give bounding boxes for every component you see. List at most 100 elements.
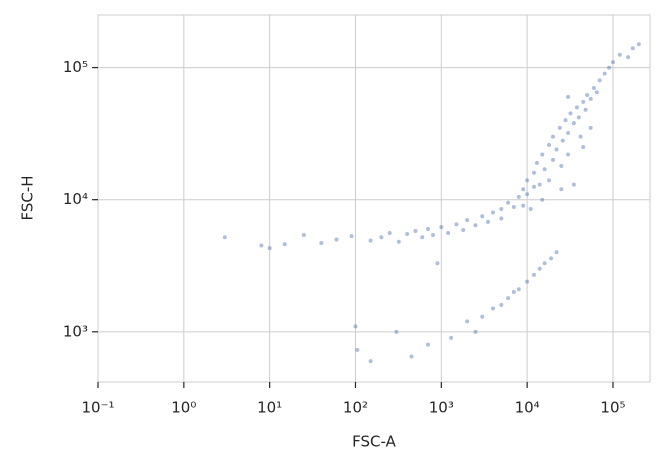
- point: [610, 60, 615, 65]
- point: [511, 290, 516, 295]
- point: [525, 192, 530, 197]
- point: [531, 170, 536, 175]
- point: [465, 319, 470, 324]
- point: [413, 228, 418, 233]
- point: [554, 250, 559, 255]
- point: [446, 230, 451, 235]
- point: [426, 227, 431, 232]
- x-tick-label: 10²: [343, 399, 368, 417]
- point: [511, 205, 516, 210]
- point: [571, 121, 576, 126]
- point: [554, 147, 559, 152]
- point: [549, 256, 554, 261]
- y-tick-label: 10⁵: [63, 58, 88, 76]
- point: [568, 111, 573, 116]
- point: [405, 231, 410, 236]
- point: [547, 178, 552, 183]
- point: [559, 163, 564, 168]
- point: [379, 235, 384, 240]
- point: [516, 194, 521, 199]
- x-tick-label: 10⁵: [600, 399, 625, 417]
- point: [499, 216, 504, 221]
- point: [597, 78, 602, 83]
- point: [566, 94, 571, 99]
- point: [531, 184, 536, 189]
- point: [355, 347, 360, 352]
- point: [319, 241, 324, 246]
- point: [542, 167, 547, 172]
- point: [547, 142, 552, 147]
- point: [439, 225, 444, 230]
- point: [588, 96, 593, 101]
- point: [525, 279, 530, 284]
- point: [559, 187, 564, 192]
- point: [506, 200, 511, 205]
- point: [528, 207, 533, 212]
- point: [490, 306, 495, 311]
- point: [588, 125, 593, 130]
- point: [578, 134, 583, 139]
- point: [499, 207, 504, 212]
- point: [516, 287, 521, 292]
- x-tick-label: 10¹: [257, 399, 282, 417]
- y-axis-label: FSC-H: [19, 175, 37, 220]
- point: [571, 182, 576, 187]
- point: [426, 342, 431, 347]
- point: [581, 99, 586, 104]
- plot-area: [98, 15, 650, 382]
- point: [368, 238, 373, 243]
- point: [334, 237, 339, 242]
- y-tick-label: 10⁴: [63, 190, 88, 208]
- point: [454, 222, 459, 227]
- point: [282, 242, 287, 247]
- point: [486, 219, 491, 224]
- point: [480, 314, 485, 319]
- point: [585, 93, 590, 98]
- point: [540, 152, 545, 157]
- point: [617, 52, 622, 57]
- point: [607, 65, 612, 70]
- point: [566, 152, 571, 157]
- point: [563, 118, 568, 123]
- plot-frame: [97, 14, 651, 383]
- point: [435, 261, 440, 266]
- point: [222, 235, 227, 240]
- x-tick-label: 10⁰: [171, 399, 196, 417]
- point: [353, 324, 358, 329]
- point: [534, 160, 539, 165]
- point: [591, 86, 596, 91]
- point: [576, 115, 581, 120]
- point: [537, 182, 542, 187]
- point: [574, 105, 579, 110]
- point: [626, 55, 631, 60]
- point: [566, 130, 571, 135]
- point: [636, 42, 641, 47]
- point: [537, 266, 542, 271]
- point: [473, 223, 478, 228]
- point: [525, 178, 530, 183]
- point: [465, 218, 470, 223]
- x-tick-label: 10⁻¹: [81, 399, 114, 417]
- point: [581, 145, 586, 150]
- point: [630, 46, 635, 51]
- point: [259, 243, 264, 248]
- point: [349, 234, 354, 239]
- point: [594, 90, 599, 95]
- point: [557, 125, 562, 130]
- x-axis-label: FSC-A: [352, 433, 396, 451]
- point: [542, 261, 547, 266]
- point: [490, 210, 495, 215]
- point: [449, 335, 454, 340]
- point: [540, 197, 545, 202]
- point: [396, 239, 401, 244]
- point: [387, 230, 392, 235]
- point: [583, 107, 588, 112]
- point: [480, 214, 485, 219]
- point: [473, 329, 478, 334]
- point: [430, 233, 435, 238]
- point: [602, 71, 607, 76]
- point: [368, 359, 373, 364]
- point: [521, 187, 526, 192]
- point: [499, 302, 504, 307]
